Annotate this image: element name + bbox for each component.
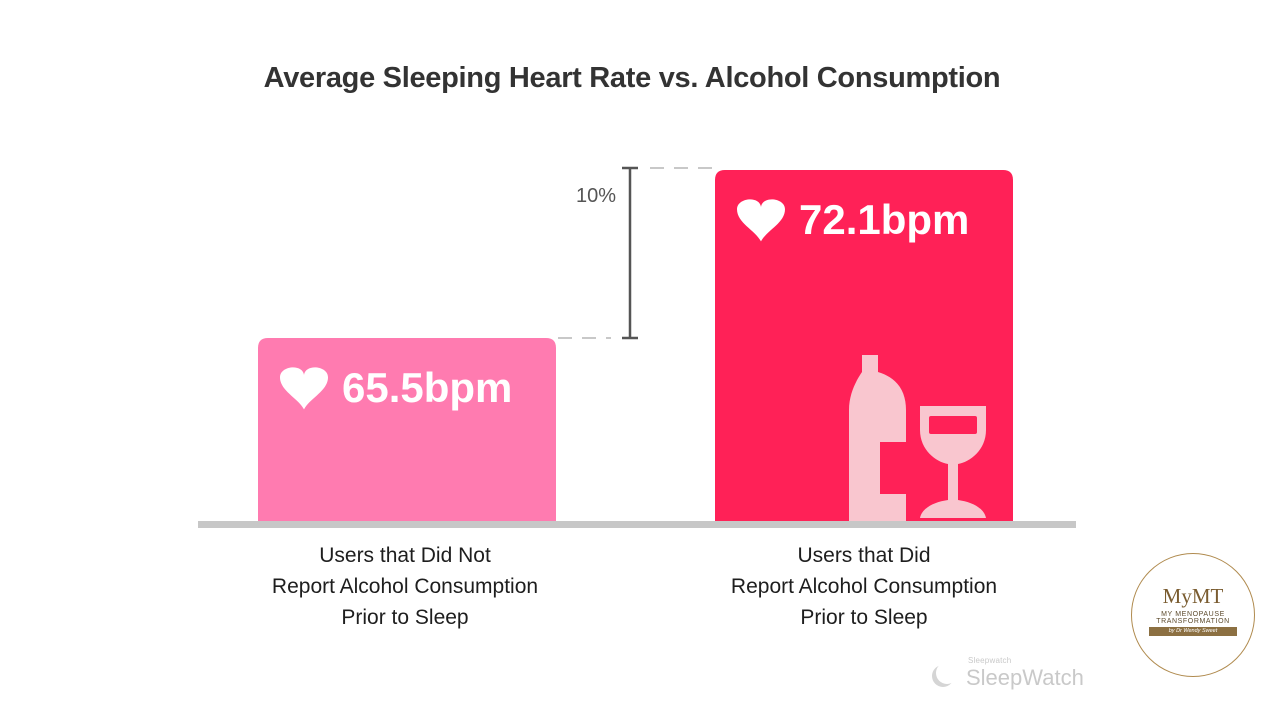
watermark-small-text: Sleepwatch [968,656,1012,665]
category-label-no-alcohol: Users that Did Not Report Alcohol Consum… [225,540,585,633]
heart-icon [737,199,785,242]
category-label-line: Prior to Sleep [800,606,928,629]
sleepwatch-watermark: Sleepwatch SleepWatch [936,650,1096,690]
logo-brand: MyMT [1162,584,1224,608]
category-label-alcohol: Users that Did Report Alcohol Consumptio… [684,540,1044,633]
logo-line1: MY MENOPAUSE [1161,611,1225,618]
category-label-line: Report Alcohol Consumption [730,575,998,598]
mymt-logo: MyMT MY MENOPAUSE TRANSFORMATION by Dr W… [1131,553,1255,677]
moon-icon [936,662,958,684]
category-label-line: Report Alcohol Consumption [271,575,539,598]
category-label-line: Users that Did Not [319,544,491,567]
logo-line2: TRANSFORMATION [1156,618,1230,625]
heart-icon [280,367,328,410]
category-label-line: Users that Did [797,544,931,567]
logo-tagline: by Dr Wendy Sweet [1149,627,1237,636]
chart-title: Average Sleeping Heart Rate vs. Alcohol … [263,62,1001,94]
difference-label: 10% [576,185,616,207]
wine-bottle-and-glass-icon [849,355,986,522]
value-label-1: 72.1bpm [799,196,969,243]
bar-0 [258,338,556,522]
category-label-line: Prior to Sleep [341,606,469,629]
watermark-brand-text: SleepWatch [966,665,1084,690]
baseline-axis [198,521,1076,528]
value-label-0: 65.5bpm [342,364,512,411]
